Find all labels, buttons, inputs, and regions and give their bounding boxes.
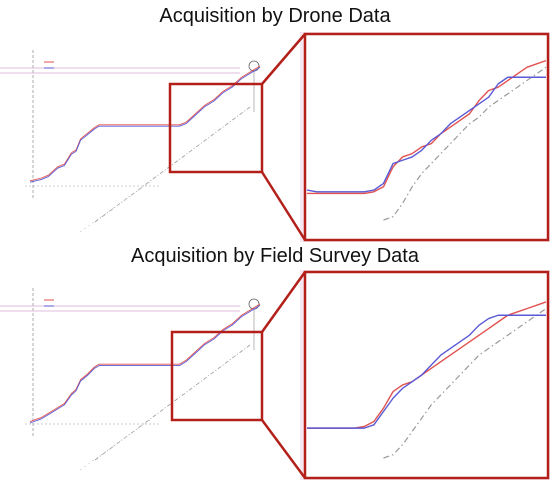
zoom-line-second bbox=[306, 76, 546, 193]
overview-line-second bbox=[29, 67, 261, 183]
zoom-connector-bottom bbox=[260, 419, 307, 479]
zoom-line-reference bbox=[383, 308, 547, 459]
overview-line-first bbox=[29, 303, 261, 423]
reference-line bbox=[94, 106, 251, 223]
zoom-line-second bbox=[307, 314, 546, 429]
chart-title-drone: Acquisition by Drone Data bbox=[159, 5, 391, 27]
chart-title-field-survey: Acquisition by Field Survey Data bbox=[131, 245, 419, 267]
zoom-box-source bbox=[168, 82, 264, 174]
field-survey-chart bbox=[0, 270, 550, 480]
zoom-connector-bottom bbox=[260, 171, 307, 241]
zoom-connector-top bbox=[260, 271, 307, 333]
overview-line-second bbox=[29, 305, 261, 424]
reference-line-lower bbox=[79, 419, 151, 471]
drone-chart bbox=[0, 32, 550, 242]
overview-line-first bbox=[29, 65, 261, 182]
reference-line-lower bbox=[79, 181, 151, 233]
zoom-connector-top bbox=[261, 33, 306, 85]
zoom-box-enlarged bbox=[303, 32, 550, 242]
zoom-box-source bbox=[170, 330, 264, 422]
zoom-line-reference bbox=[383, 66, 547, 221]
zoom-box-enlarged bbox=[303, 270, 550, 480]
